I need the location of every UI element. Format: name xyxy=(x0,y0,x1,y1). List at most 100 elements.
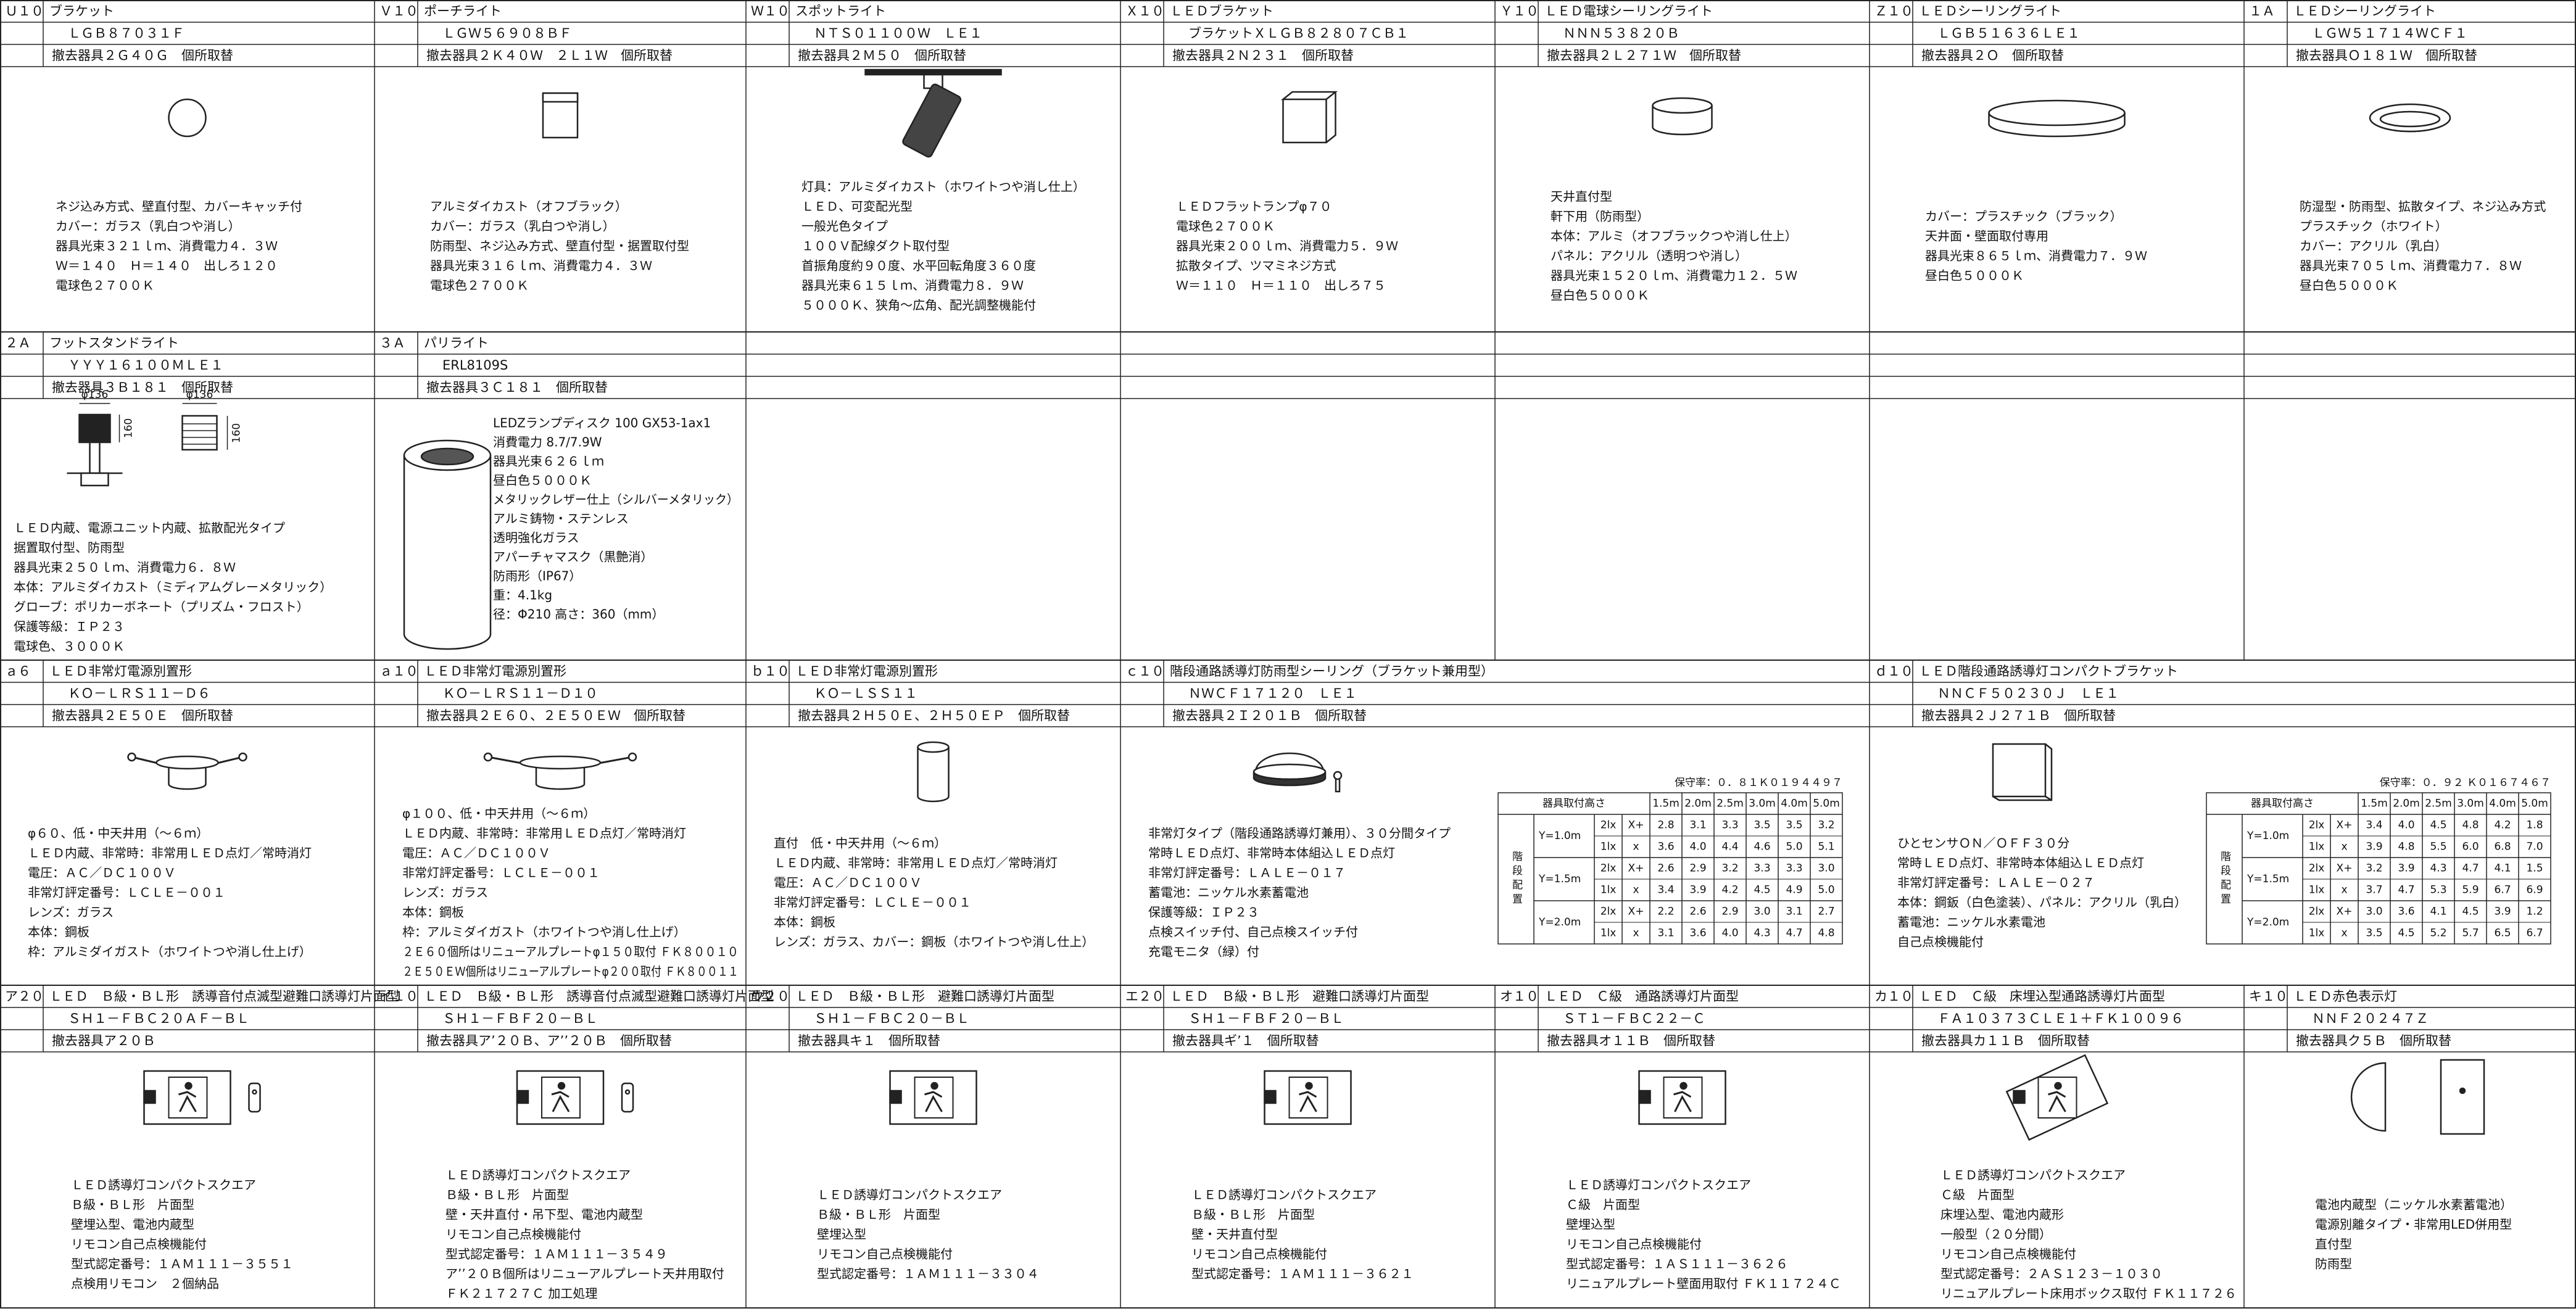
table-header: 2.0m xyxy=(2393,798,2420,810)
table-value: 5.0 xyxy=(1786,841,1802,853)
fixture-name: パリライト xyxy=(424,336,489,350)
table-mark: x xyxy=(1633,927,1639,940)
spec-line: 径：Φ210 高さ：360（mm） xyxy=(493,607,664,622)
fixture-icon xyxy=(143,1090,156,1104)
removal-note: 撤去器具ギ’１ 個所取替 xyxy=(1172,1033,1319,1048)
table-value: 3.0 xyxy=(1754,906,1770,918)
table-value: 2.6 xyxy=(1689,906,1706,918)
spec-line: 器具光束６２６ｌｍ xyxy=(493,454,604,469)
spec-line: 枠：アルミダイガスト（ホワイトつや消し仕上げ） xyxy=(28,945,312,959)
spec-line: 蓄電池：ニッケル水素電池 xyxy=(1897,915,2045,930)
spec-line: ＬＥＤ内蔵、非常時：非常用ＬＥＤ点灯／常時消灯 xyxy=(774,856,1058,871)
spec-line: 電圧：ＡＣ／ＤＣ１００Ｖ xyxy=(774,875,922,890)
spec-line: 直付型 xyxy=(2315,1237,2352,1252)
fixture-name: ＬＥＤシーリングライト xyxy=(2293,4,2436,19)
table-mark: x xyxy=(1633,841,1639,853)
fixture-icon xyxy=(542,92,579,103)
fixture-icon xyxy=(2350,1062,2387,1132)
table-value: 3.3 xyxy=(1786,862,1802,875)
spec-line: レンズ：ガラス、カバー：鋼板（ホワイトつや消し仕上） xyxy=(774,935,1094,949)
fixture-code: ｄ１０ xyxy=(1874,664,1913,679)
fixture-icon xyxy=(889,1090,902,1104)
spec-line: 型式認定番号：１ＡＳ１１１－３６２６ xyxy=(1566,1257,1788,1272)
table-value: 3.2 xyxy=(1721,862,1738,875)
fixture-icon xyxy=(1280,91,1338,144)
spec-line: 器具光束８６５ｌｍ、消費電力７．９Ｗ xyxy=(1925,249,2147,263)
spec-line: レンズ：ガラス xyxy=(28,905,114,920)
fixture-name: ＬＥＤブラケット xyxy=(1170,4,1274,19)
spec-line: カバー：アクリル（乳白） xyxy=(2300,239,2447,254)
fixture-model: ＫＯ－ＬＲＳ１１－Ｄ６ xyxy=(68,686,210,701)
removal-note: 撤去器具ア２０Ｂ xyxy=(52,1033,155,1048)
spec-line: カバー：プラスチック（ブラック） xyxy=(1925,209,2123,224)
spec-line: 枠：アルミダイガスト（ホワイトつや消し仕上げ） xyxy=(402,925,686,940)
table-value: 1.5 xyxy=(2526,862,2543,875)
table-value: 5.1 xyxy=(1818,841,1834,853)
fixture-code: ａ６ xyxy=(5,664,31,679)
spec-line: 重：4.1kg xyxy=(493,588,552,603)
spec-line: ＬＥＤ誘導灯コンパクトスクエア xyxy=(817,1188,1002,1202)
table-value: 3.0 xyxy=(1818,862,1834,875)
table-value: 7.0 xyxy=(2526,841,2543,853)
fixture-model: ＮＮＮ５３８２０Ｂ xyxy=(1563,26,1679,41)
fixture-code: ３Ａ xyxy=(379,336,405,350)
spec-line: 器具光束１５２０ｌｍ、消費電力１２．５Ｗ xyxy=(1551,268,1797,283)
spec-line: ２Ｅ６０個所はリニューアルプレートφ１５０取付 ＦＫ８００１０ xyxy=(402,945,739,959)
table-header: 2.0m xyxy=(1684,798,1712,810)
spec-line: 壁埋込型 xyxy=(1566,1217,1615,1232)
fixture-model: ブラケットＸＬＧＢ８２８０７ＣＢ１ xyxy=(1188,26,1409,41)
table-value: 3.9 xyxy=(2366,841,2382,853)
table-lx: 2lx xyxy=(2309,819,2325,832)
spec-line: リモコン自己点検機能付 xyxy=(1191,1247,1327,1262)
table-border xyxy=(2206,792,2551,945)
fixture-name: ＬＥＤ Ｂ級・ＢＬ形 誘導音付点滅型避難口誘導灯片面型 xyxy=(49,989,399,1004)
table-row-label: Y=1.5m xyxy=(1538,873,1581,885)
table-header: 4.0m xyxy=(2489,798,2516,810)
spec-line: リモコン自己点検機能付 xyxy=(817,1247,953,1262)
fixture-icon xyxy=(1652,105,1713,136)
table-value: 3.2 xyxy=(2366,862,2382,875)
removal-note: 撤去器具ア’２０Ｂ、ア’’２０Ｂ 個所取替 xyxy=(426,1033,672,1048)
fixture-code: ｂ１０ xyxy=(751,664,790,679)
spec-line: 電池内蔵型（ニッケル水素蓄電池） xyxy=(2315,1197,2512,1212)
spec-line: 非常灯評定番号：ＬＣＬＥ－００１ xyxy=(28,885,225,900)
table-header: 3.0m xyxy=(2457,798,2484,810)
fixture-icon xyxy=(1333,771,1343,780)
spec-line: Ｗ＝１１０ Ｈ＝１１０ 出しろ７５ xyxy=(1176,278,1386,293)
table-value: 2.7 xyxy=(1818,906,1834,918)
fixture-icon xyxy=(1652,97,1713,114)
removal-note: 撤去器具２Ｌ２７１Ｗ 個所取替 xyxy=(1547,48,1741,63)
fixture-name: ＬＥＤ Ｃ級 床埋込型通路誘導灯片面型 xyxy=(1919,989,2165,1004)
spec-line: Ｂ級・ＢＬ形 片面型 xyxy=(817,1207,940,1222)
fixture-icon xyxy=(1305,1081,1313,1090)
dimension-label: 160 xyxy=(123,418,135,438)
fixture-icon xyxy=(1992,743,2053,801)
fixture-icon xyxy=(1299,1091,1317,1112)
fixture-name: 階段通路誘導灯防雨型シーリング（ブラケット兼用型） xyxy=(1170,664,1494,679)
spec-line: カバー：ガラス（乳白つや消し） xyxy=(56,219,241,234)
table-value: 2.8 xyxy=(1657,819,1674,832)
table-header: 1.5m xyxy=(2361,798,2388,810)
table-value: 3.2 xyxy=(1818,819,1834,832)
spec-line: 防湿型・防雨型、拡散タイプ、ネジ込み方式 xyxy=(2300,199,2546,214)
fixture-name: ポーチライト xyxy=(424,4,502,19)
spec-line: 器具光束６１５ｌｍ、消費電力８．９Ｗ xyxy=(801,278,1024,293)
spec-line: 非常灯評定番号：ＬＣＬＥ－００１ xyxy=(402,866,600,880)
table-header: 2.5m xyxy=(2425,798,2452,810)
table-value: 5.2 xyxy=(2430,927,2446,940)
spec-line: 保護等級：ＩＰ２３ xyxy=(14,619,125,634)
spec-line: 自己点検機能付 xyxy=(1897,935,1984,949)
spec-line: 本体：鋼鈑（白色塗装）、パネル：アクリル（乳白） xyxy=(1897,895,2187,910)
removal-note: 撤去器具ク５Ｂ 個所取替 xyxy=(2296,1033,2451,1048)
spec-line: ひとセンサＯＮ／ＯＦＦ３０分 xyxy=(1897,836,2069,851)
fixture-icon xyxy=(1638,1090,1651,1104)
spec-line: グローブ：ポリカーボネート（プリズム・フロスト） xyxy=(14,600,309,614)
table-value: 3.1 xyxy=(1657,927,1674,940)
table-value: 3.6 xyxy=(2398,906,2414,918)
table-value: 3.1 xyxy=(1786,906,1802,918)
fixture-icon xyxy=(1253,771,1327,787)
maintenance-factor: 保守率：０．９２ Ｋ０１６７４６７ xyxy=(2380,777,2551,789)
fixture-code: Ｕ１０ xyxy=(5,4,44,19)
spec-line: Ｃ級 片面型 xyxy=(1940,1188,2015,1202)
table-header: 5.0m xyxy=(2521,798,2548,810)
